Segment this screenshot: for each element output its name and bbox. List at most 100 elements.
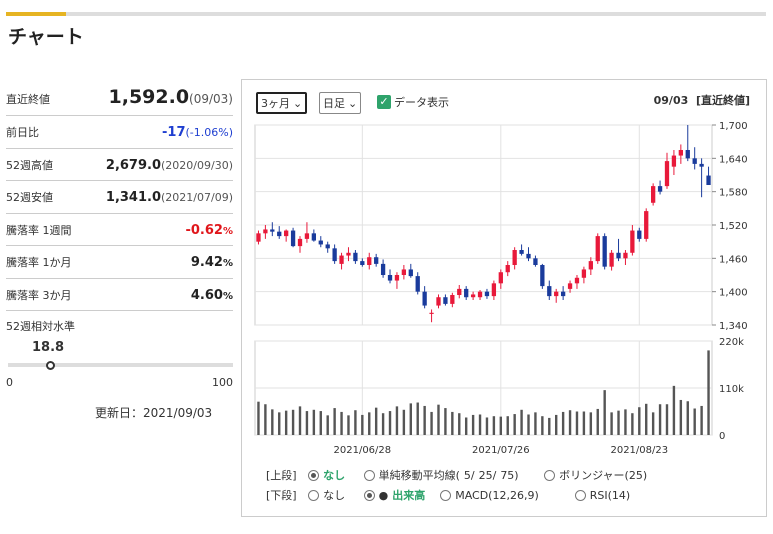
volume-bar <box>555 414 558 435</box>
stat-label: 騰落率 3か月 <box>6 288 72 302</box>
upper-none-label: なし <box>323 469 346 482</box>
relative-track <box>8 363 233 367</box>
candle-body <box>547 286 552 297</box>
volume-bar <box>700 405 703 435</box>
candle-body <box>519 250 524 254</box>
volume-bar <box>354 410 357 435</box>
volume-bar <box>271 409 274 435</box>
show-data-checkbox[interactable]: ✓ データ表示 <box>377 94 449 110</box>
candle-body <box>339 255 344 264</box>
radio-rsi[interactable] <box>574 489 586 501</box>
radio-upper-none[interactable] <box>308 469 320 481</box>
volume-bar <box>520 409 523 435</box>
date-tick-label: 2021/07/26 <box>472 445 530 456</box>
period-select[interactable]: 3ヶ月 ⌄ <box>256 92 308 114</box>
candle-body <box>567 283 573 289</box>
candle-body <box>401 269 407 275</box>
stat-value: -17(-1.06%) <box>162 119 233 140</box>
candle-body <box>374 257 379 264</box>
date-tick-label: 2021/06/28 <box>334 445 392 456</box>
radio-sma[interactable] <box>363 469 375 481</box>
candle-body <box>678 150 683 156</box>
radio-bollinger[interactable] <box>544 469 556 481</box>
candle-body <box>609 252 614 267</box>
relative-marker <box>45 361 55 370</box>
stat-value: 1,592.0(09/03) <box>109 82 234 108</box>
date-value: 09/03 <box>653 94 689 107</box>
sma-label: 単純移動平均線( <box>378 469 460 482</box>
radio-macd[interactable] <box>440 489 452 501</box>
stat-value: -0.62% <box>185 217 233 238</box>
price-tick-label: 1,580 <box>719 188 748 199</box>
volume-tick-label: 0 <box>719 431 725 442</box>
stat-value: 9.42% <box>191 249 233 270</box>
volume-bar <box>693 408 696 435</box>
change-value: -17 <box>162 125 186 140</box>
percent-unit: % <box>222 258 233 269</box>
volume-bar <box>513 414 516 435</box>
volume-bar <box>651 412 655 435</box>
volume-bar <box>686 401 689 435</box>
volume-bar <box>541 416 544 435</box>
volume-bar <box>492 416 496 435</box>
title-accent <box>6 12 66 16</box>
price-tick-label: 1,400 <box>719 288 748 299</box>
candle-body <box>664 161 670 187</box>
low52-value: 1,341.0 <box>105 190 162 205</box>
candle-body <box>560 291 566 297</box>
candle-body <box>671 155 677 167</box>
volume-bar <box>319 411 322 435</box>
stat-label: 前日比 <box>6 126 39 139</box>
change-pct: (-1.06%) <box>185 126 234 139</box>
chart-panel: 3ヶ月 ⌄ 日足 ⌄ ✓ データ表示 09/03 [直近終値] 1,700 1,640 1… <box>241 79 767 517</box>
candle-body <box>637 230 642 239</box>
volume-bar <box>665 404 669 435</box>
chevron-down-icon: ⌄ <box>348 96 358 110</box>
volume-bar <box>437 404 440 435</box>
radio-lower-none[interactable] <box>308 489 320 501</box>
upper-label: [上段] <box>266 469 297 482</box>
lower-legend: [下段] なし ● 出来高 MACD(12,26,9) RSI(14) <box>266 487 630 503</box>
candle-body <box>325 244 330 249</box>
relative-level: 52週相対水準 18.8 0 100 <box>6 318 233 389</box>
candle-body <box>394 275 400 281</box>
stat-row-high52: 52週高値 2,679.0(2020/09/30) <box>6 149 233 181</box>
candle-body <box>429 312 434 314</box>
candle-body <box>263 229 268 234</box>
check-icon: ✓ <box>377 95 391 109</box>
stat-row-1m: 騰落率 1か月 9.42% <box>6 246 233 279</box>
volume-bar <box>478 414 482 435</box>
bollinger-label: ボリンジャー(25) <box>559 469 648 482</box>
candle-body <box>422 291 427 306</box>
stat-row-1w: 騰落率 1週間 -0.62% <box>6 214 233 246</box>
candle-body <box>706 175 711 185</box>
price-tick-label: 1,340 <box>719 321 748 332</box>
date-tick-label: 2021/08/23 <box>610 445 668 456</box>
volume-tick-label: 220k <box>719 337 744 348</box>
volume-bar <box>333 408 336 435</box>
candle-body <box>297 238 303 247</box>
candle-body <box>436 297 441 306</box>
volume-bar <box>527 414 530 435</box>
stat-value: 4.60% <box>191 282 233 303</box>
high52-value: 2,679.0 <box>105 157 162 173</box>
candle-body <box>457 288 462 295</box>
volume-bar <box>617 410 620 435</box>
radio-volume[interactable] <box>363 489 375 501</box>
show-data-label: データ表示 <box>394 96 449 109</box>
price-tick-label: 1,460 <box>719 254 748 265</box>
stat-row-low52: 52週安値 1,341.0(2021/07/09) <box>6 181 233 214</box>
volume-bar <box>423 405 426 435</box>
volume-tick-label: 110k <box>719 384 744 395</box>
candle-body <box>477 291 483 298</box>
candle-body <box>699 163 704 167</box>
candle-body <box>540 265 545 287</box>
candle-body <box>657 186 663 192</box>
interval-select[interactable]: 日足 ⌄ <box>319 92 362 114</box>
volume-bar <box>610 412 613 435</box>
stat-value: 1,341.0(2021/07/09) <box>106 184 233 205</box>
candle-body <box>270 229 275 232</box>
volume-bar <box>257 401 260 435</box>
volume-bar <box>451 411 454 435</box>
stats-table: 直近終値 1,592.0(09/03) 前日比 -17(-1.06%) 52週高… <box>6 82 233 311</box>
